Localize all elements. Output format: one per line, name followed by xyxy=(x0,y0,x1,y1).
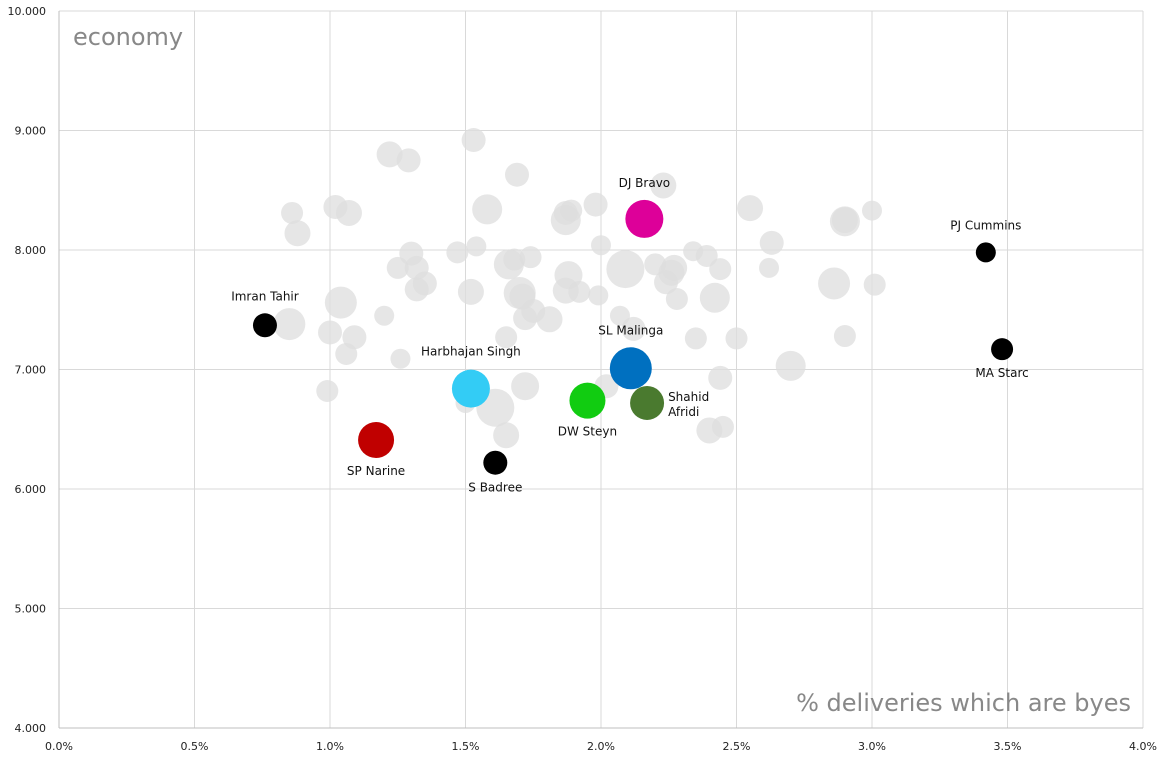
point-shahid-afridi xyxy=(630,385,665,420)
y-axis-label: economy xyxy=(73,23,183,51)
background-point xyxy=(650,172,677,199)
x-tick-label: 1.0% xyxy=(316,740,344,753)
background-point xyxy=(588,285,609,306)
point-sp-narine xyxy=(358,422,395,459)
point-label: DJ Bravo xyxy=(619,176,671,190)
background-point xyxy=(503,248,526,271)
point-ma-starc xyxy=(991,338,1014,361)
point-harbhajan-singh xyxy=(451,369,490,408)
background-point xyxy=(412,271,437,296)
background-point xyxy=(324,286,357,319)
background-point xyxy=(446,241,469,264)
x-axis-label: % deliveries which are byes xyxy=(796,689,1131,717)
x-tick-label: 3.5% xyxy=(994,740,1022,753)
background-point xyxy=(284,220,311,247)
background-point xyxy=(374,305,395,326)
background-point xyxy=(583,192,608,217)
y-tick-label: 7.000 xyxy=(15,364,47,377)
background-point xyxy=(519,246,542,269)
background-point xyxy=(273,308,306,341)
y-tick-label: 5.000 xyxy=(15,603,47,616)
x-tick-label: 0.5% xyxy=(181,740,209,753)
point-sl-malinga xyxy=(609,347,652,390)
background-point xyxy=(665,287,688,310)
background-point xyxy=(737,195,764,222)
point-label: Imran Tahir xyxy=(231,289,299,303)
highlighted-points: Imran Tahir SP Narine Harbhajan Singh S Bad… xyxy=(231,176,1029,495)
background-point xyxy=(318,320,342,345)
axes: 0.0% 0.5% 1.0% 1.5% 2.0% 2.5% 3.0% 3.5% 4.0% 4.00… xyxy=(8,5,1157,753)
background-point xyxy=(708,365,733,390)
background-point xyxy=(711,415,734,438)
background-point xyxy=(390,348,411,369)
background-point xyxy=(591,235,611,256)
background-point xyxy=(504,162,529,187)
background-point xyxy=(560,199,583,222)
background-point xyxy=(461,128,486,153)
background-point xyxy=(862,200,882,221)
point-label: PJ Cummins xyxy=(950,218,1021,232)
point-label: SL Malinga xyxy=(598,323,663,337)
background-point xyxy=(376,141,403,168)
background-point xyxy=(511,372,540,401)
point-label: Shahid xyxy=(668,390,709,404)
point-dw-steyn xyxy=(569,382,606,419)
background-point xyxy=(818,267,851,300)
background-point xyxy=(759,230,784,255)
background-point xyxy=(829,206,860,237)
background-point xyxy=(695,244,718,267)
background-point xyxy=(759,257,780,278)
y-tick-label: 6.000 xyxy=(15,483,47,496)
background-points xyxy=(273,128,886,449)
x-tick-label: 2.5% xyxy=(723,740,751,753)
background-point xyxy=(568,280,591,303)
point-dj-bravo xyxy=(625,199,664,238)
background-point xyxy=(725,327,748,350)
y-tick-label: 4.000 xyxy=(15,722,47,735)
x-tick-label: 1.5% xyxy=(452,740,480,753)
background-point xyxy=(536,306,563,333)
x-tick-label: 0.0% xyxy=(45,740,73,753)
background-point xyxy=(709,258,732,281)
background-point xyxy=(606,250,645,289)
background-point xyxy=(466,236,487,257)
point-label: Afridi xyxy=(668,405,699,419)
point-label: S Badree xyxy=(468,481,522,495)
background-point xyxy=(493,422,520,449)
point-label: Harbhajan Singh xyxy=(421,345,521,359)
background-point xyxy=(775,350,806,381)
y-tick-label: 8.000 xyxy=(15,244,47,257)
background-point xyxy=(457,278,484,305)
point-pj-cummins xyxy=(975,242,996,263)
point-label: SP Narine xyxy=(347,464,405,478)
point-s-badree xyxy=(483,450,508,475)
background-point xyxy=(316,380,339,403)
background-point xyxy=(495,326,518,349)
background-point xyxy=(661,254,688,281)
y-tick-label: 10.000 xyxy=(8,5,47,18)
background-point xyxy=(621,316,646,341)
background-point xyxy=(833,325,856,348)
background-point xyxy=(684,327,707,350)
background-point xyxy=(281,201,304,224)
y-tick-label: 9.000 xyxy=(15,125,47,138)
background-point xyxy=(335,199,362,226)
background-point xyxy=(342,325,367,350)
background-point xyxy=(863,273,886,296)
point-label: DW Steyn xyxy=(558,425,617,439)
x-tick-label: 2.0% xyxy=(587,740,615,753)
point-label: MA Starc xyxy=(975,366,1028,380)
x-tick-label: 4.0% xyxy=(1129,740,1157,753)
background-point xyxy=(472,194,503,225)
background-point xyxy=(396,148,421,173)
x-tick-label: 3.0% xyxy=(858,740,886,753)
point-imran-tahir xyxy=(252,313,277,338)
background-point xyxy=(699,282,730,313)
